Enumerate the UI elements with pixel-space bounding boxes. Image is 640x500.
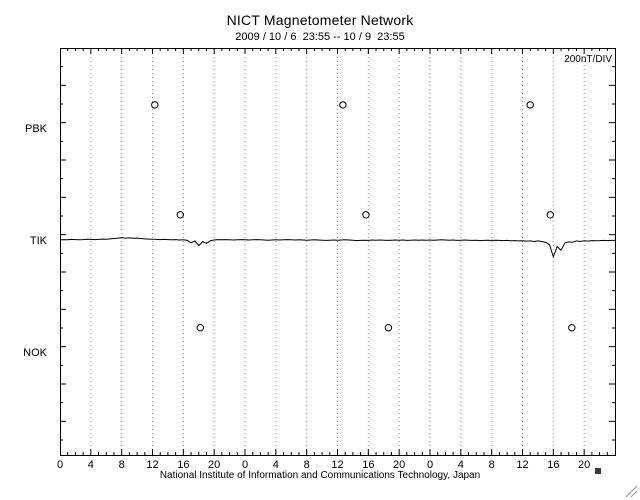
station-label-nok: NOK [23,347,48,359]
x-tick-label: 0 [427,459,433,471]
chart-title: NICT Magnetometer Network [226,12,414,28]
marker-circle [384,324,393,332]
station-label-pbk: PBK [25,123,48,135]
footer-credit: National Institute of Information and Co… [159,470,481,481]
x-tick-label: 20 [208,459,220,471]
marker-circle [339,101,347,109]
x-tick-label: 4 [273,459,279,471]
chart-subtitle: 2009 / 10 / 6 23:55 -- 10 / 9 23:55 [235,31,405,43]
x-tick-label: 0 [242,459,248,471]
x-tick-label: 16 [362,459,374,471]
x-tick-label: 20 [393,459,405,471]
x-tick-label: 16 [547,459,559,471]
x-tick-label: 8 [119,459,125,471]
x-tick-label: 12 [331,459,343,471]
scale-per-division-label: 200nT/DIV [564,54,612,65]
marker-circle [526,101,534,109]
resize-grip-icon[interactable] [624,484,638,498]
marker-circle [362,211,370,219]
x-tick-label: 20 [578,459,590,471]
x-tick-label: 12 [146,459,158,471]
x-tick-label: 4 [458,459,464,471]
marker-circle [568,324,576,332]
series-trace-tik [59,237,615,259]
marker-circle [176,211,185,219]
x-tick-label: 12 [516,459,528,471]
footer-logo-mark [595,468,601,474]
station-label-tik: TIK [30,235,48,247]
marker-circle [196,324,205,332]
marker-circle [151,101,159,109]
x-tick-label: 8 [489,459,495,471]
x-tick-label: 4 [88,459,94,471]
x-tick-label: 8 [304,459,310,471]
x-tick-label: 0 [57,459,63,471]
x-tick-label: 16 [177,459,189,471]
marker-circle [546,211,554,219]
